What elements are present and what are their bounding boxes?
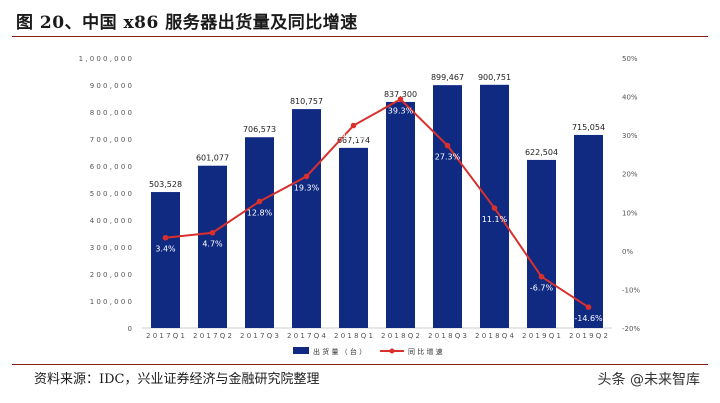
bar-value-label: 837,300 [384, 90, 417, 99]
y2-tick-label: 20% [622, 171, 638, 179]
growth-point [491, 205, 498, 211]
growth-value-label: 11.1% [482, 215, 508, 224]
y2-tick-label: 30% [622, 132, 638, 140]
figure-title: 图 20、中国 x86 服务器出货量及同比增速 [16, 13, 358, 33]
y-tick-label: 1 0 0 , 0 0 0 [90, 298, 132, 306]
y2-tick-label: 40% [622, 94, 638, 102]
growth-value-label: 12.8% [247, 208, 273, 217]
growth-value-label: 32.5% [341, 133, 367, 142]
y2-tick-label: 0% [622, 248, 633, 256]
y-tick-label: 9 0 0 , 0 0 0 [90, 82, 132, 90]
bar-value-label: 667,174 [337, 136, 370, 145]
growth-value-label: 39.3% [388, 106, 414, 115]
x-tick-label: 2 0 1 7 Q 4 [287, 332, 326, 340]
x-tick-label: 2 0 1 9 Q 1 [522, 332, 561, 340]
y-tick-label: 8 0 0 , 0 0 0 [90, 109, 132, 117]
growth-value-label: 19.3% [294, 183, 320, 192]
y-tick-label: 4 0 0 , 0 0 0 [90, 217, 132, 225]
growth-point [585, 304, 592, 310]
legend-label: 出 货 量 （ 台 ） [313, 347, 366, 356]
growth-line-series [162, 96, 592, 310]
growth-point [209, 229, 216, 236]
y-tick-label: 6 0 0 , 0 0 0 [90, 163, 132, 171]
y-tick-label: 5 0 0 , 0 0 0 [90, 190, 132, 198]
y-tick-label: 0 [128, 325, 132, 333]
bar [339, 147, 368, 328]
bar-value-label: 706,573 [243, 125, 276, 134]
y-tick-label: 3 0 0 , 0 0 0 [90, 244, 132, 252]
bar-value-label: 503,528 [149, 180, 182, 189]
legend: 出 货 量 （ 台 ） 同 比 增 速 [293, 347, 443, 356]
growth-value-label: -14.6% [574, 314, 603, 323]
growth-value-labels: 3.4% 4.7% 12.8% 19.3% 32.5% 39.3% 27.3% 11.1% -6… [155, 106, 603, 323]
growth-point [397, 96, 404, 103]
y2-tick-label: 50% [622, 55, 638, 63]
x-tick-label: 2 0 1 7 Q 2 [193, 332, 232, 340]
bar-value-label: 810,757 [290, 97, 323, 106]
growth-point [350, 122, 357, 129]
y2-tick-label: -10% [622, 286, 640, 294]
growth-point [303, 173, 310, 180]
bar-value-label: 899,467 [431, 73, 464, 82]
growth-value-label: 27.3% [435, 153, 461, 162]
growth-point [538, 273, 545, 280]
bar [151, 192, 180, 328]
bar [574, 134, 603, 328]
x-tick-label: 2 0 1 7 Q 3 [240, 332, 279, 340]
x-axis-labels: 2 0 1 7 Q 1 2 0 1 7 Q 2 2 0 1 7 Q 3 2 0 1 7… [146, 332, 608, 340]
bar-value-label: 601,077 [196, 154, 229, 163]
source-note: 资料来源：IDC，兴业证券经济与金融研究院整理 [34, 372, 320, 387]
right-axis: -20% -10% 0% 10% 20% 30% 40% 50% [622, 55, 640, 333]
growth-point [256, 198, 263, 205]
growth-value-label: 4.7% [202, 240, 223, 249]
y-tick-label: 7 0 0 , 0 0 0 [90, 136, 132, 144]
legend-bar-swatch [293, 347, 309, 354]
bar [386, 101, 415, 328]
y2-tick-label: -20% [622, 325, 640, 333]
y-tick-label: 1 , 0 0 0 , 0 0 0 [79, 55, 132, 63]
title-rule [12, 36, 708, 37]
x-tick-label: 2 0 1 8 Q 3 [428, 332, 467, 340]
bar [245, 137, 274, 328]
growth-point [444, 142, 451, 149]
shipments-chart: 0 1 0 0 , 0 0 0 2 0 0 , 0 0 0 3 0 0 , 0 0 0… [79, 55, 641, 356]
bar-series [151, 84, 603, 328]
x-tick-label: 2 0 1 8 Q 4 [475, 332, 514, 340]
bar-value-labels: 503,528 601,077 706,573 810,757 667,174 837,3… [149, 73, 605, 189]
bar [433, 85, 462, 328]
x-tick-label: 2 0 1 8 Q 2 [381, 332, 420, 340]
x-tick-label: 2 0 1 8 Q 1 [334, 332, 373, 340]
growth-value-label: 3.4% [155, 245, 176, 254]
bar-value-label: 715,054 [572, 123, 605, 132]
x-tick-label: 2 0 1 7 Q 1 [146, 332, 185, 340]
bar-value-label: 622,504 [525, 148, 558, 157]
legend-label: 同 比 增 速 [408, 347, 443, 356]
bar [527, 159, 556, 328]
bar-value-label: 900,751 [478, 73, 511, 82]
source-rule [12, 364, 708, 365]
growth-value-label: -6.7% [530, 284, 554, 293]
growth-line [165, 98, 590, 309]
y2-tick-label: 10% [622, 209, 638, 217]
y-tick-label: 2 0 0 , 0 0 0 [90, 271, 132, 279]
bar [198, 165, 227, 328]
bar [292, 109, 321, 328]
x-tick-label: 2 0 1 9 Q 2 [569, 332, 608, 340]
watermark: 头条 @未来智库 [597, 372, 700, 388]
legend-line-marker [389, 348, 395, 354]
left-axis: 0 1 0 0 , 0 0 0 2 0 0 , 0 0 0 3 0 0 , 0 0 0… [79, 55, 132, 333]
growth-point [162, 234, 169, 241]
